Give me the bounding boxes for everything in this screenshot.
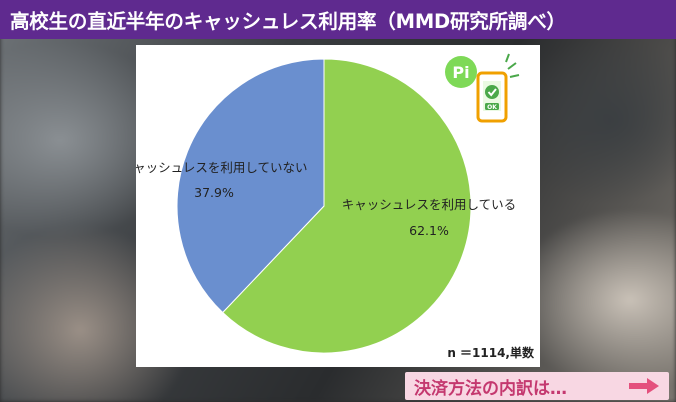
pi-phone-check-icon: Pi OK: [445, 53, 520, 123]
phone-sparkle: [505, 53, 520, 78]
ok-badge: [485, 103, 499, 110]
page-title: 高校生の直近半年のキャッシュレス利用率（MMD研究所調べ）: [10, 10, 566, 33]
pie-slice-0: [221, 58, 472, 354]
arrow-right-icon: [629, 378, 659, 394]
pie-chart: キャッシュレスを利用していない 37.9% キャッシュレスを利用している 62.…: [121, 53, 535, 360]
logo-text: Pi: [452, 63, 469, 82]
next-section-banner[interactable]: 決済方法の内訳は…: [405, 372, 669, 400]
check-mark: [487, 88, 497, 97]
check-circle: [485, 85, 499, 99]
logo-circle: [445, 56, 477, 88]
title-bar: 高校生の直近半年のキャッシュレス利用率（MMD研究所調べ）: [0, 0, 676, 39]
slice-label-not-using: キャッシュレスを利用していない: [136, 160, 307, 175]
slice-value-using: 62.1%: [409, 223, 449, 238]
pie-slice-1: [176, 58, 325, 314]
ok-text: OK: [487, 104, 497, 111]
slice-label-using: キャッシュレスを利用している: [342, 197, 516, 212]
next-section-label: 決済方法の内訳は…: [414, 378, 567, 399]
sample-note: n ＝1114,単数: [447, 345, 535, 360]
chart-panel: キャッシュレスを利用していない 37.9% キャッシュレスを利用している 62.…: [121, 45, 540, 367]
slice-value-not-using: 37.9%: [194, 185, 234, 200]
